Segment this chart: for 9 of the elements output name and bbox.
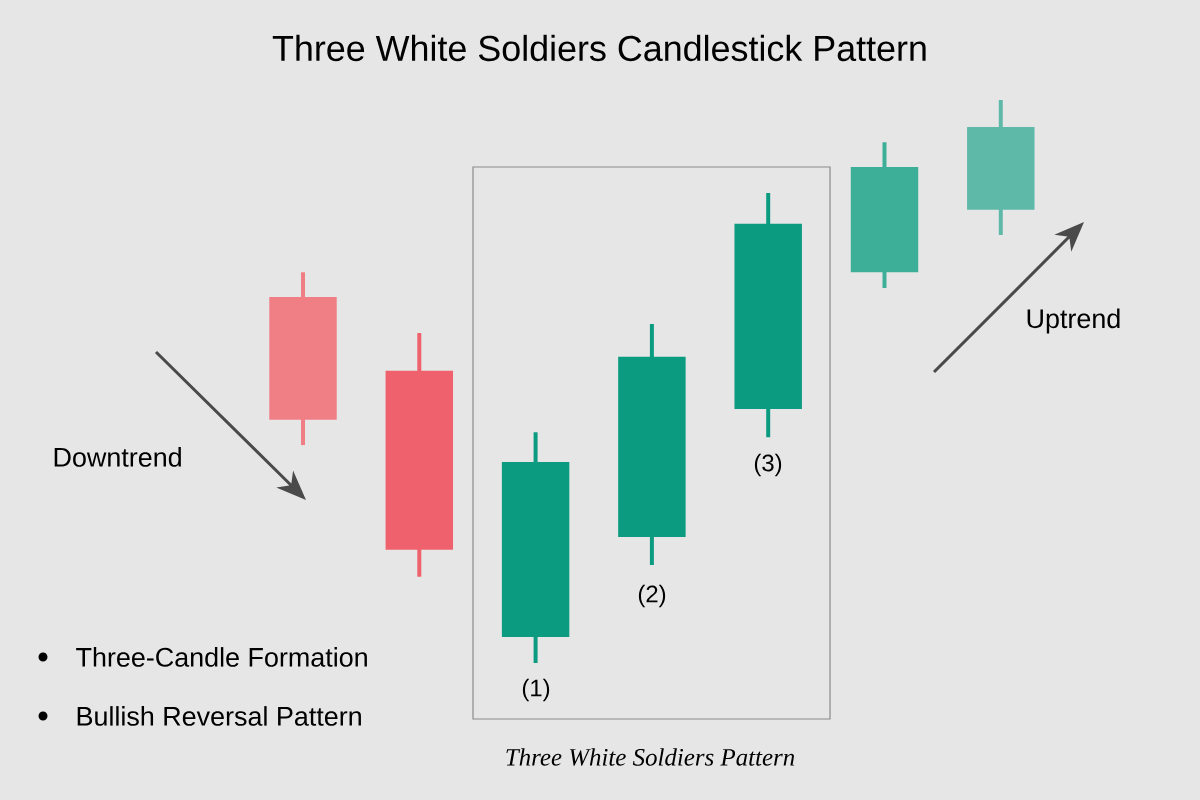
text: (1): [522, 678, 550, 702]
annotation: Uptrend: [1027, 308, 1120, 334]
text: Bullish Reversal Pattern: [77, 706, 361, 726]
text: Downtrend: [54, 447, 181, 467]
text: Three White Soldiers Pattern: [506, 748, 795, 766]
annotation: (2): [638, 584, 666, 608]
chart-title: Three White Soldiers Candlestick Pattern: [272, 34, 926, 62]
annotation: Three-Candle Formation: [76, 647, 367, 667]
annotation: (3): [754, 453, 782, 477]
